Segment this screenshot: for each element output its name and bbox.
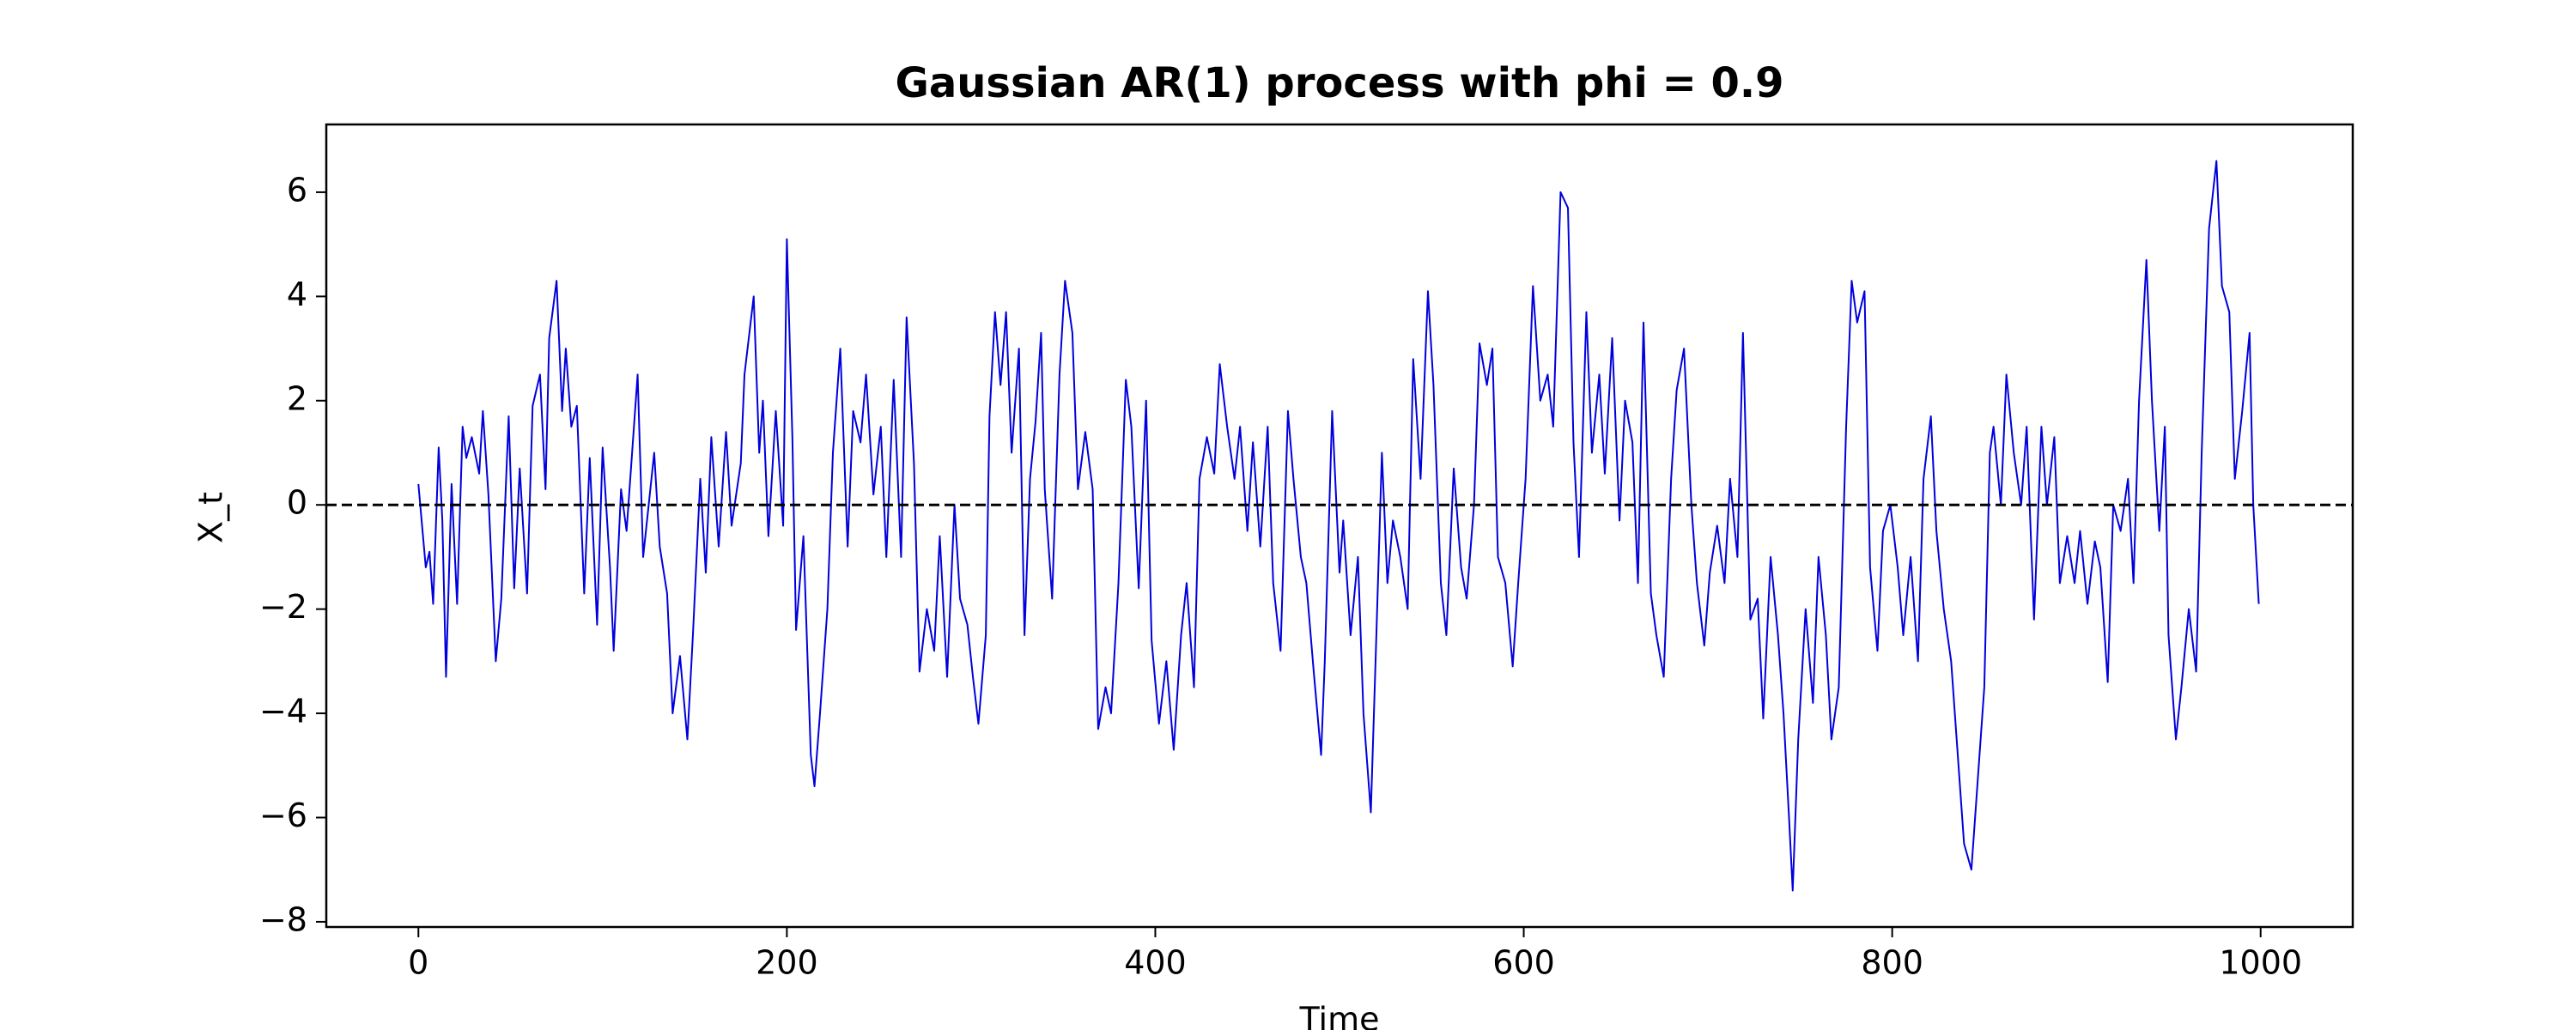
- y-axis-label: X_t: [192, 492, 230, 543]
- x-tick-label: 600: [1492, 944, 1555, 982]
- y-tick-label: −2: [259, 588, 307, 626]
- y-tick-label: −8: [259, 900, 307, 938]
- y-tick-label: 4: [287, 276, 307, 313]
- y-tick-label: 2: [287, 379, 307, 417]
- x-tick-label: 400: [1124, 944, 1187, 982]
- x-tick-label: 1000: [2219, 944, 2302, 982]
- y-tick-label: 0: [287, 484, 307, 522]
- x-tick-label: 800: [1861, 944, 1923, 982]
- x-tick-label: 0: [408, 944, 428, 982]
- x-tick-label: 200: [756, 944, 818, 982]
- chart-title: Gaussian AR(1) process with phi = 0.9: [895, 59, 1783, 107]
- series-line: [417, 160, 2260, 892]
- plot-frame: [325, 123, 2354, 929]
- y-tick-label: −6: [259, 797, 307, 834]
- y-tick-label: −4: [259, 693, 307, 730]
- x-axis-label: Time: [1299, 1001, 1380, 1030]
- y-tick-label: 6: [287, 171, 307, 209]
